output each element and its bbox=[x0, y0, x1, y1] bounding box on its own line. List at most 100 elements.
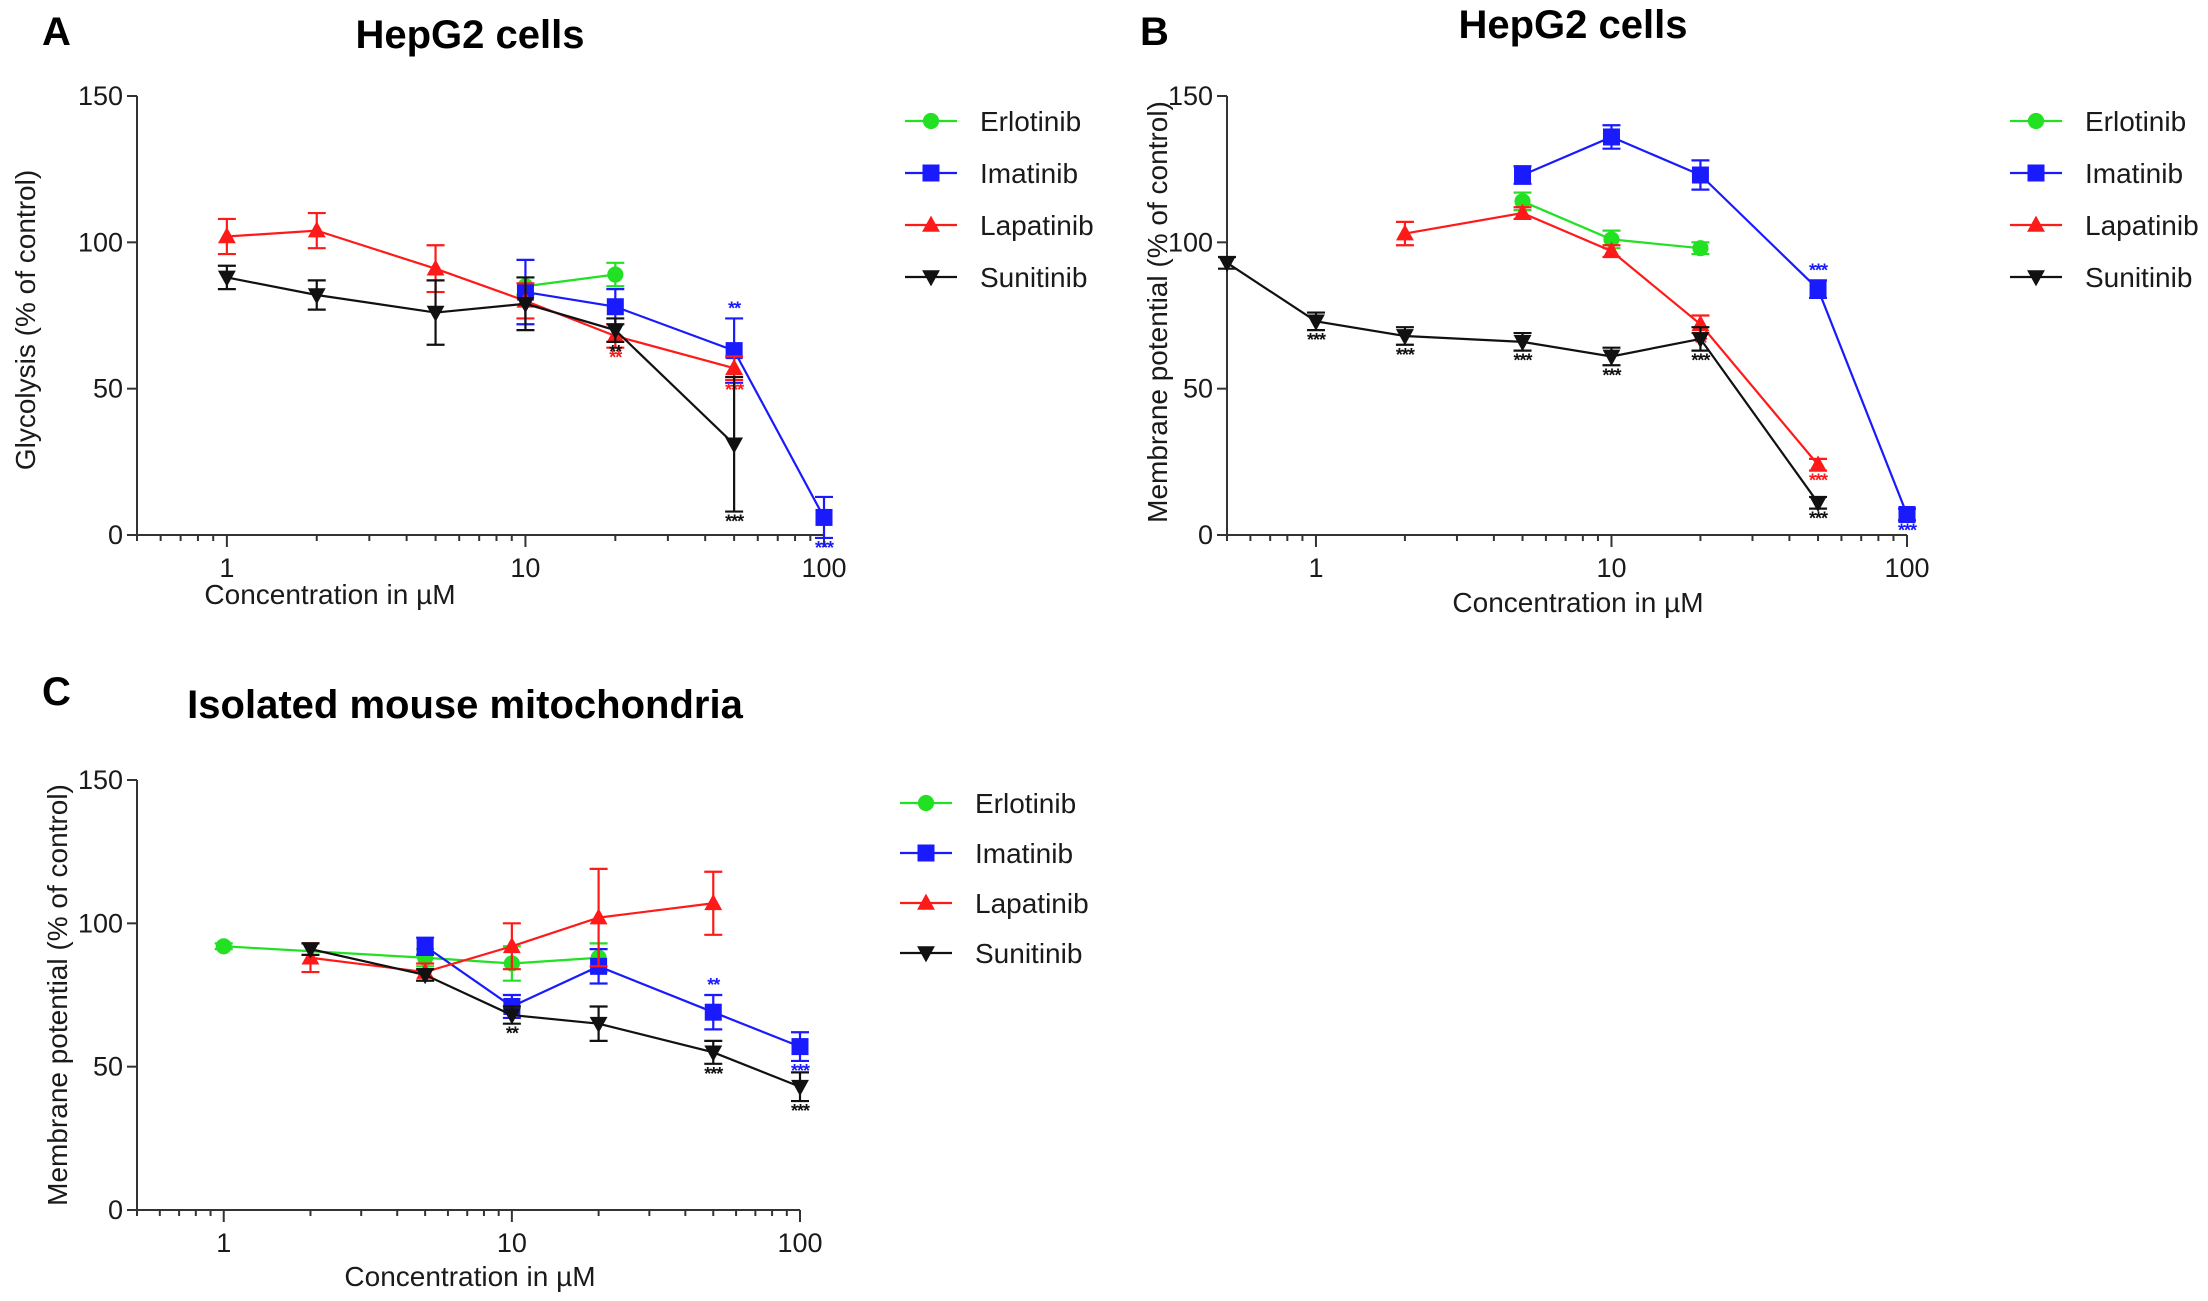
panel-c-series-lapatinib bbox=[301, 867, 723, 982]
panel-c-x-tick-label: 10 bbox=[497, 1228, 527, 1258]
panel-a-sunitinib-point bbox=[516, 296, 535, 314]
panel-b-lapatinib-point bbox=[1513, 203, 1532, 220]
panel-c-legend-item-erlotinib: Erlotinib bbox=[900, 788, 1076, 819]
panel-c-lapatinib-point bbox=[589, 908, 608, 925]
panel-a-imatinib-line bbox=[525, 291, 825, 518]
panel-a-series-sunitinib: ***** bbox=[217, 264, 745, 532]
panel-c-sunitinib-point bbox=[791, 1079, 809, 1097]
panel-a-legend-item-sunitinib: Sunitinib bbox=[905, 262, 1087, 293]
panel-b-imatinib-significance: *** bbox=[1898, 520, 1917, 540]
panel-c-legend-item-sunitinib: Sunitinib bbox=[900, 938, 1082, 969]
panel-b-sunitinib-point bbox=[1691, 332, 1710, 349]
panel-c-y-tick-label: 50 bbox=[93, 1052, 123, 1082]
panel-b-x-tick-label: 1 bbox=[1308, 553, 1323, 583]
panel-c-x-axis-label: Concentration in µM bbox=[344, 1261, 595, 1292]
panel-c-sunitinib-significance: *** bbox=[791, 1101, 810, 1121]
panel-b-lapatinib-point bbox=[1809, 455, 1827, 472]
panel-c-legend-item-lapatinib: Lapatinib bbox=[900, 888, 1089, 919]
panel-b-legend-marker-lapatinib bbox=[2027, 215, 2045, 232]
panel-b-sunitinib-significance: *** bbox=[1396, 345, 1415, 365]
panel-a-legend-marker-sunitinib bbox=[922, 270, 940, 287]
panel-a-legend-item-imatinib: Imatinib bbox=[905, 158, 1078, 189]
panel-c-legend-item-imatinib: Imatinib bbox=[900, 838, 1073, 869]
panel-a-imatinib-point bbox=[725, 342, 743, 360]
panel-a-lapatinib-point bbox=[426, 259, 445, 276]
panel-b-x-axis-label: Concentration in µM bbox=[1452, 587, 1703, 618]
panel-b-series-sunitinib: *** *** *** *** *** *** bbox=[1218, 255, 1829, 529]
panel-b-y-tick-label: 50 bbox=[1183, 374, 1213, 404]
panel-a-y-tick-label: 150 bbox=[78, 81, 123, 111]
panel-a-sunitinib-significance: ** bbox=[609, 342, 622, 362]
panel-a-sunitinib-point bbox=[217, 270, 236, 287]
panel-a-x-axis-label: Concentration in µM bbox=[204, 579, 455, 610]
panel-b-legend-item-erlotinib: Erlotinib bbox=[2010, 106, 2186, 137]
panel-c-title: Isolated mouse mitochondria bbox=[187, 683, 743, 727]
panel-c-y-tick-label: 100 bbox=[78, 908, 123, 938]
panel-b-erlotinib-point bbox=[1692, 240, 1709, 257]
panel-a-legend-item-erlotinib: Erlotinib bbox=[905, 106, 1081, 137]
panel-letter-a: A bbox=[42, 10, 71, 54]
panel-b-lapatinib-point bbox=[1602, 241, 1621, 258]
panel-c-legend-marker-sunitinib bbox=[917, 946, 935, 963]
panel-b-sunitinib-point bbox=[1218, 256, 1236, 273]
panel-a-lapatinib-significance: ** bbox=[609, 348, 622, 368]
panel-b-legend-label-sunitinib: Sunitinib bbox=[2085, 262, 2192, 293]
panel-a-x-tick-label: 100 bbox=[801, 553, 846, 583]
panel-a-legend-label-erlotinib: Erlotinib bbox=[980, 106, 1081, 137]
panel-b-legend-marker-sunitinib bbox=[2027, 270, 2045, 287]
panel-b-sunitinib-point bbox=[1395, 329, 1414, 346]
panel-b-legend-item-imatinib: Imatinib bbox=[2010, 158, 2183, 189]
panel-a-title: HepG2 cells bbox=[355, 13, 584, 57]
panel-b-x-tick-label: 10 bbox=[1596, 553, 1626, 583]
panel-c-sunitinib-line bbox=[310, 948, 801, 1088]
panel-c-sunitinib-point bbox=[704, 1045, 723, 1062]
panel-a-imatinib-significance: *** bbox=[815, 538, 834, 558]
panel-b-imatinib-point bbox=[1898, 506, 1916, 524]
panel-c-legend-marker-erlotinib bbox=[917, 794, 935, 812]
panel-a-legend-label-lapatinib: Lapatinib bbox=[980, 210, 1094, 241]
panel-c-y-axis-label: Membrane potential (% of control) bbox=[42, 784, 73, 1206]
panel-b-lapatinib-significance: *** bbox=[1809, 471, 1828, 491]
panel-b-sunitinib-significance: *** bbox=[1691, 351, 1710, 371]
panel-b-erlotinib-point bbox=[1514, 193, 1531, 210]
panel-b-legend-item-sunitinib: Sunitinib bbox=[2010, 262, 2192, 293]
panel-a-lapatinib-point bbox=[217, 227, 236, 244]
panel-c-sunitinib-point bbox=[589, 1016, 608, 1034]
panel-b-y-tick-label: 0 bbox=[1198, 520, 1213, 550]
panel-c: C Isolated mouse mitochondria 0 50 100 150 1… bbox=[42, 670, 1089, 1292]
panel-c-series-imatinib: ***** bbox=[416, 936, 811, 1081]
panel-a-x-tick-label: 1 bbox=[219, 553, 234, 583]
panel-a-y-tick-label: 100 bbox=[78, 227, 123, 257]
panel-b-imatinib-point bbox=[1602, 128, 1620, 146]
panel-c-legend-marker-imatinib bbox=[917, 844, 935, 862]
panel-b-sunitinib-significance: *** bbox=[1602, 365, 1621, 385]
panel-a-legend-item-lapatinib: Lapatinib bbox=[905, 210, 1094, 241]
panel-b-legend-label-erlotinib: Erlotinib bbox=[2085, 106, 2186, 137]
panel-c-series-sunitinib: ******** bbox=[301, 942, 811, 1121]
panel-c-legend-label-erlotinib: Erlotinib bbox=[975, 788, 1076, 819]
panel-a-imatinib-point bbox=[815, 508, 833, 526]
panel-c-sunitinib-point bbox=[301, 942, 320, 959]
panel-a-legend-label-sunitinib: Sunitinib bbox=[980, 262, 1087, 293]
panel-b-lapatinib-point bbox=[1395, 224, 1414, 241]
panel-a-y-tick-label: 50 bbox=[93, 374, 123, 404]
panel-a-x-tick-label: 10 bbox=[510, 553, 540, 583]
panel-b-x-tick-label: 100 bbox=[1884, 553, 1929, 583]
panel-c-legend-marker-lapatinib bbox=[917, 893, 935, 910]
panel-b-series-erlotinib bbox=[1513, 191, 1710, 257]
panel-b-sunitinib-point bbox=[1602, 349, 1621, 366]
panel-c-imatinib-significance: *** bbox=[791, 1061, 810, 1081]
panel-b-sunitinib-point bbox=[1809, 496, 1827, 513]
panel-a-erlotinib-line bbox=[525, 273, 616, 288]
panel-a-lapatinib-point bbox=[725, 358, 744, 375]
panel-b-sunitinib-significance: *** bbox=[1514, 351, 1533, 371]
panel-c-series-erlotinib bbox=[214, 938, 608, 982]
panel-a-legend-label-imatinib: Imatinib bbox=[980, 158, 1078, 189]
panel-c-sunitinib-significance: *** bbox=[704, 1064, 723, 1084]
panel-a-erlotinib-point bbox=[607, 266, 624, 283]
panel-letter-b: B bbox=[1140, 10, 1169, 54]
